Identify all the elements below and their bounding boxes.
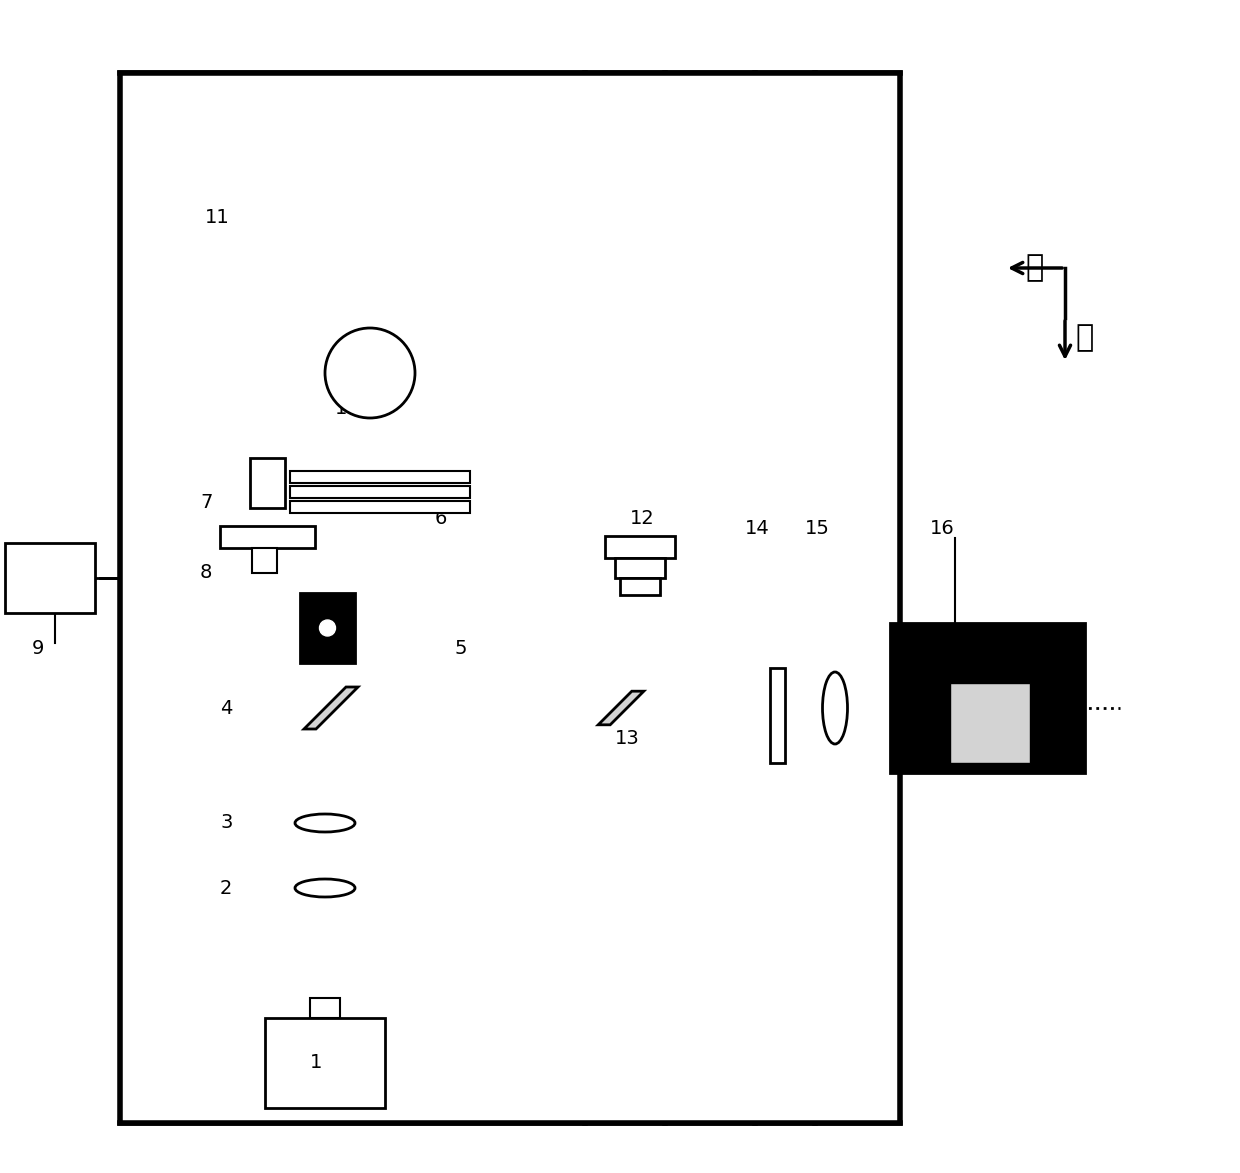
Polygon shape [304, 687, 358, 728]
Bar [120, 73, 900, 1123]
Bar [890, 623, 1085, 773]
Text: 12: 12 [630, 509, 655, 528]
Circle shape [325, 328, 415, 418]
Text: 16: 16 [930, 518, 955, 537]
Bar [950, 683, 1030, 762]
Bar [605, 536, 675, 558]
Bar [620, 578, 660, 595]
Text: 7: 7 [200, 494, 212, 513]
Bar [265, 1018, 384, 1108]
Text: 6: 6 [435, 509, 448, 528]
Bar [290, 501, 470, 513]
Bar [950, 683, 1030, 762]
Bar [252, 548, 277, 572]
Bar [615, 558, 665, 578]
Text: 8: 8 [200, 563, 212, 583]
Bar [300, 594, 355, 663]
Ellipse shape [822, 672, 847, 744]
Bar [250, 457, 285, 508]
Ellipse shape [295, 814, 355, 832]
Text: 5: 5 [455, 638, 467, 658]
Text: 下: 下 [1076, 324, 1094, 353]
Text: 10: 10 [335, 399, 360, 418]
Text: 15: 15 [805, 518, 830, 537]
Bar [290, 472, 470, 483]
Text: 11: 11 [205, 209, 229, 228]
Text: 1: 1 [310, 1053, 322, 1072]
Text: 2: 2 [219, 879, 232, 897]
Text: PC: PC [25, 570, 45, 585]
Text: 4: 4 [219, 698, 232, 718]
Text: 3: 3 [219, 814, 232, 833]
Bar [5, 543, 95, 613]
Bar [219, 526, 315, 548]
Text: 14: 14 [745, 518, 770, 537]
Bar [770, 667, 785, 762]
Text: 9: 9 [32, 638, 45, 658]
Bar [310, 998, 340, 1018]
Circle shape [320, 621, 336, 636]
Bar [290, 486, 470, 499]
Text: 左: 左 [1025, 253, 1044, 283]
Text: 13: 13 [615, 728, 640, 747]
Ellipse shape [295, 879, 355, 897]
Polygon shape [598, 691, 644, 725]
